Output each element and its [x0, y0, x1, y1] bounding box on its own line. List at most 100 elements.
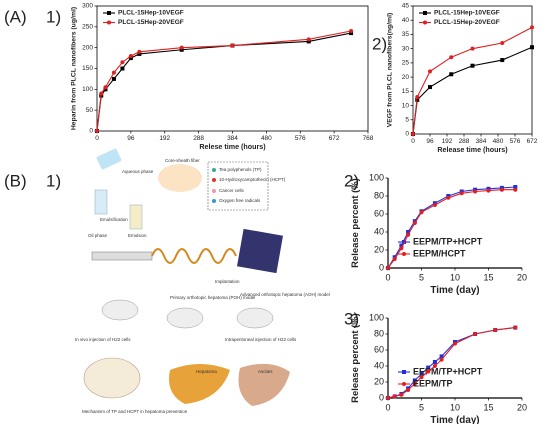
x-tick-label: 96 — [426, 138, 434, 145]
legend-label: EEPM/TP+HCPT — [413, 366, 483, 376]
legend-label: EEPM/HCPT — [413, 248, 466, 258]
panel-label: 1) — [46, 7, 61, 26]
x-axis-label: Time (day) — [430, 415, 479, 424]
series-line — [412, 26, 533, 135]
x-tick-label: 480 — [493, 138, 504, 145]
marker — [473, 332, 478, 336]
diagram-label: Advanced orthotopic hepatoma (AOH) model — [240, 292, 330, 297]
x-tick-label: 10 — [450, 402, 460, 412]
marker — [419, 210, 424, 215]
legend-marker — [423, 20, 427, 25]
y-tick-label: 45 — [402, 3, 410, 10]
x-tick-label: 288 — [193, 135, 204, 142]
marker — [432, 364, 437, 368]
plot-frame — [412, 5, 533, 135]
y-tick-label: 0 — [379, 392, 384, 402]
tube — [129, 204, 143, 230]
marker — [419, 375, 424, 380]
marker — [513, 187, 518, 192]
marker — [137, 49, 142, 54]
marker — [411, 132, 415, 136]
diagram-label: Primary orthotopic hepatoma (POH) model — [170, 295, 255, 300]
x-axis-label: Release time (hours) — [437, 146, 508, 154]
mouse — [101, 299, 139, 321]
marker — [306, 39, 311, 44]
x-tick-label: 15 — [483, 272, 493, 282]
liver — [169, 364, 230, 404]
marker — [392, 394, 397, 399]
panel-label: 1) — [46, 171, 61, 190]
y-tick-label: 35 — [402, 31, 410, 38]
marker — [432, 203, 437, 207]
icon — [212, 189, 216, 193]
diagram-label: Oxygen free radicals — [219, 198, 261, 203]
icon — [212, 199, 216, 203]
marker — [428, 69, 432, 74]
marker — [399, 243, 404, 248]
marker — [419, 372, 424, 376]
marker — [120, 66, 125, 71]
diagram-label: Aqueous phase — [122, 169, 154, 174]
y-axis-label: Release percent (%) — [350, 313, 361, 403]
x-tick-label: 576 — [510, 138, 521, 145]
marker — [179, 45, 184, 50]
diagram-label: Implantation — [215, 279, 240, 284]
x-tick-label: 672 — [527, 138, 538, 145]
x-tick-label: 20 — [517, 272, 527, 282]
legend-marker — [107, 11, 111, 15]
x-tick-label: 5 — [419, 272, 424, 282]
y-tick-label: 5 — [405, 116, 409, 123]
x-tick-label: 20 — [517, 402, 527, 412]
marker — [406, 388, 411, 392]
y-tick-label: 40 — [402, 17, 410, 24]
collector — [237, 228, 283, 274]
cell — [83, 357, 141, 399]
x-axis-label: Relese time (hours) — [199, 143, 266, 151]
x-tick-label: 5 — [419, 402, 424, 412]
x-tick-label: 0 — [95, 135, 99, 142]
marker — [95, 129, 99, 133]
y-tick-label: 0 — [89, 128, 93, 135]
marker — [530, 25, 534, 30]
icon — [212, 178, 216, 182]
marker — [446, 195, 451, 200]
y-tick-label: 80 — [374, 190, 384, 200]
mouse — [236, 307, 274, 329]
y-tick-label: 300 — [82, 3, 93, 10]
diagram-label: Ascites — [258, 369, 273, 374]
marker — [470, 63, 475, 68]
spiral — [151, 248, 237, 264]
y-tick-label: 150 — [82, 65, 93, 72]
marker — [500, 58, 505, 63]
y-tick-label: 80 — [374, 328, 384, 338]
y-tick-label: 0 — [405, 131, 409, 138]
x-tick-label: 672 — [329, 135, 340, 142]
x-tick-label: 10 — [450, 272, 460, 282]
y-tick-label: 20 — [402, 74, 410, 81]
marker — [439, 357, 444, 362]
legend-marker — [423, 11, 427, 15]
series-line — [412, 46, 533, 135]
y-tick-label: 40 — [374, 360, 384, 370]
marker — [415, 95, 420, 100]
x-tick-label: 96 — [127, 135, 135, 142]
marker — [406, 232, 411, 237]
marker — [120, 60, 125, 65]
marker — [399, 392, 404, 397]
mouse — [166, 307, 204, 329]
marker — [128, 56, 133, 61]
marker — [412, 378, 417, 383]
marker — [230, 43, 235, 48]
diagram-label: Mechanism of TP and HCPT in hepatoma pre… — [82, 409, 188, 414]
marker — [179, 47, 184, 52]
x-tick-label: 0 — [385, 272, 390, 282]
x-tick-label: 768 — [363, 135, 374, 142]
legend-marker — [107, 20, 111, 25]
y-tick-label: 50 — [86, 107, 94, 114]
x-tick-label: 192 — [159, 135, 170, 142]
marker — [449, 72, 454, 77]
syringe — [91, 251, 153, 261]
x-tick-label: 384 — [227, 135, 238, 142]
y-tick-label: 200 — [82, 44, 93, 51]
